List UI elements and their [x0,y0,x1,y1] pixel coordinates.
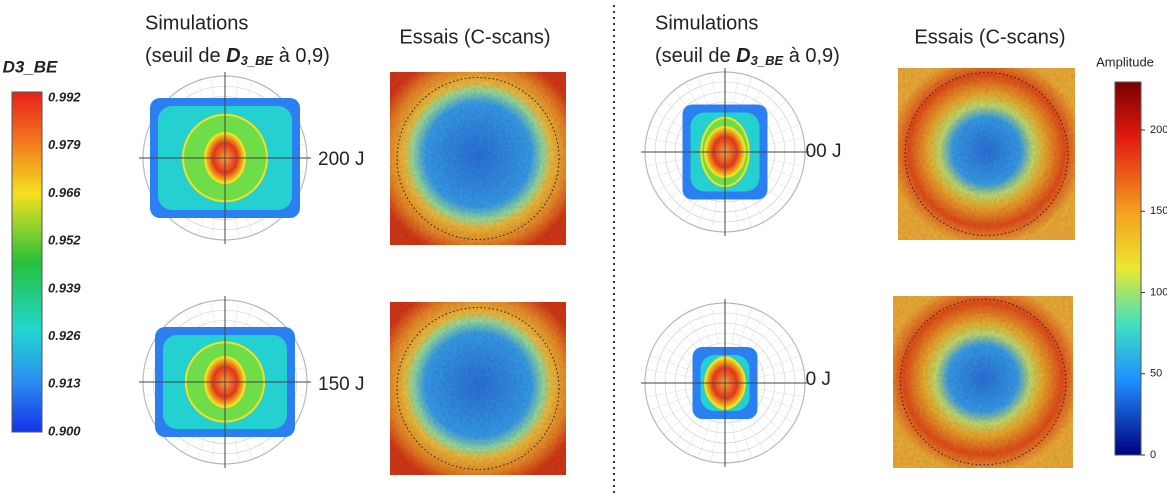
colorbar-tick-label: 0.926 [48,328,81,343]
simulations-title: Simulations [145,12,248,34]
specimen-outline [396,307,560,470]
colorbar-title: D3_BE [3,57,58,76]
simulation-plot [139,296,311,468]
simulation-plot [139,72,311,244]
tests-title: Essais (C-scans) [399,26,550,48]
tests-title: Essais (C-scans) [914,26,1065,48]
simulations-title: Simulations [655,12,758,34]
c-scan-image [390,72,566,245]
colorbar-tick-label: 0.992 [48,89,81,104]
threshold-label: (seuil de D3_BE à 0,9) [145,45,330,68]
colorbar-tick-label: 150 [1150,205,1167,217]
colorbar-tick-label: 0.913 [48,376,81,391]
simulation-plot [641,68,809,236]
threshold-label: (seuil de D3_BE à 0,9) [655,45,840,68]
text: à 0,9) [783,45,840,67]
colorbar-tick-label: 0.952 [48,233,81,248]
colorbar-tick-label: 0.966 [48,185,81,200]
colorbar-tick-label: 200 [1150,124,1167,136]
simulation-plot [641,299,809,467]
c-scan [898,68,1075,240]
colorbar-tick-label: 0 [1150,449,1156,461]
c-scan [390,302,566,475]
text: (seuil de [145,45,226,67]
text: (seuil de [655,45,736,67]
specimen-outline [904,72,1069,236]
colorbar-tick-label: 0.939 [48,280,81,295]
energy-label: 200 J [318,149,364,170]
colorbar-tick-label: 50 [1150,368,1162,380]
c-scan-image [893,296,1073,468]
colorbar-tick-label: 0.900 [48,423,81,438]
energy-label: 100 J [795,141,841,162]
c-scan-image [898,68,1075,240]
specimen-outline [396,77,560,240]
colorbar [11,91,43,433]
colorbar-tick-label: 100 [1150,286,1167,298]
c-scan-image [390,302,566,475]
subscript: 3_BE [241,53,274,68]
text: à 0,9) [273,45,330,67]
colorbar-title: Amplitude [1096,54,1154,69]
colorbar [1114,81,1142,456]
symbol: D [736,45,750,67]
specimen-outline [899,298,1067,466]
c-scan [390,72,566,245]
colorbar-tick-label: 0.979 [48,137,81,152]
energy-label: 150 J [318,374,364,395]
c-scan [893,296,1073,468]
subscript: 3_BE [751,53,784,68]
symbol: D [226,45,240,67]
